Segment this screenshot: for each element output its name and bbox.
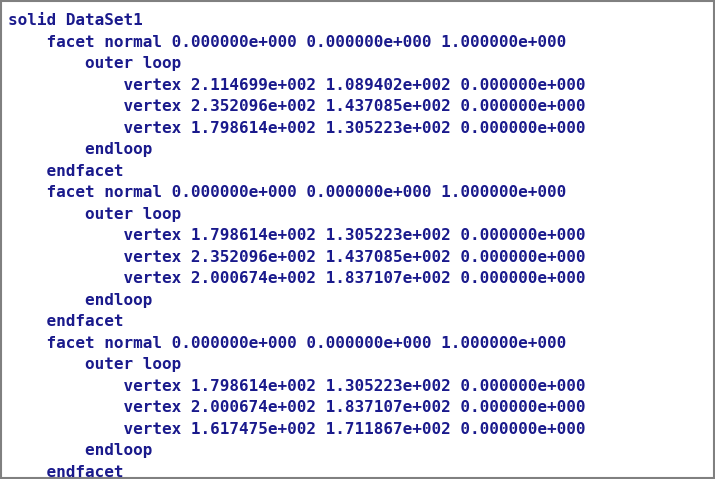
- Text: endloop: endloop: [8, 443, 152, 458]
- Text: vertex 2.352096e+002 1.437085e+002 0.000000e+000: vertex 2.352096e+002 1.437085e+002 0.000…: [8, 250, 586, 265]
- Text: endfacet: endfacet: [8, 164, 124, 179]
- Text: endfacet: endfacet: [8, 465, 124, 479]
- Text: vertex 2.000674e+002 1.837107e+002 0.000000e+000: vertex 2.000674e+002 1.837107e+002 0.000…: [8, 400, 586, 415]
- Text: outer loop: outer loop: [8, 207, 181, 222]
- Text: endloop: endloop: [8, 293, 152, 308]
- Text: facet normal 0.000000e+000 0.000000e+000 1.000000e+000: facet normal 0.000000e+000 0.000000e+000…: [8, 185, 566, 200]
- Text: outer loop: outer loop: [8, 56, 181, 71]
- Text: vertex 1.617475e+002 1.711867e+002 0.000000e+000: vertex 1.617475e+002 1.711867e+002 0.000…: [8, 422, 586, 437]
- Text: vertex 1.798614e+002 1.305223e+002 0.000000e+000: vertex 1.798614e+002 1.305223e+002 0.000…: [8, 228, 586, 243]
- Text: vertex 2.352096e+002 1.437085e+002 0.000000e+000: vertex 2.352096e+002 1.437085e+002 0.000…: [8, 99, 586, 114]
- Text: endfacet: endfacet: [8, 314, 124, 329]
- Text: vertex 1.798614e+002 1.305223e+002 0.000000e+000: vertex 1.798614e+002 1.305223e+002 0.000…: [8, 379, 586, 394]
- Text: vertex 2.000674e+002 1.837107e+002 0.000000e+000: vertex 2.000674e+002 1.837107e+002 0.000…: [8, 271, 586, 286]
- Text: solid DataSet1: solid DataSet1: [8, 13, 143, 28]
- Text: facet normal 0.000000e+000 0.000000e+000 1.000000e+000: facet normal 0.000000e+000 0.000000e+000…: [8, 336, 566, 351]
- Text: vertex 1.798614e+002 1.305223e+002 0.000000e+000: vertex 1.798614e+002 1.305223e+002 0.000…: [8, 121, 586, 136]
- Text: outer loop: outer loop: [8, 357, 181, 372]
- Text: endloop: endloop: [8, 142, 152, 157]
- Text: facet normal 0.000000e+000 0.000000e+000 1.000000e+000: facet normal 0.000000e+000 0.000000e+000…: [8, 35, 566, 50]
- Text: vertex 2.114699e+002 1.089402e+002 0.000000e+000: vertex 2.114699e+002 1.089402e+002 0.000…: [8, 78, 586, 93]
